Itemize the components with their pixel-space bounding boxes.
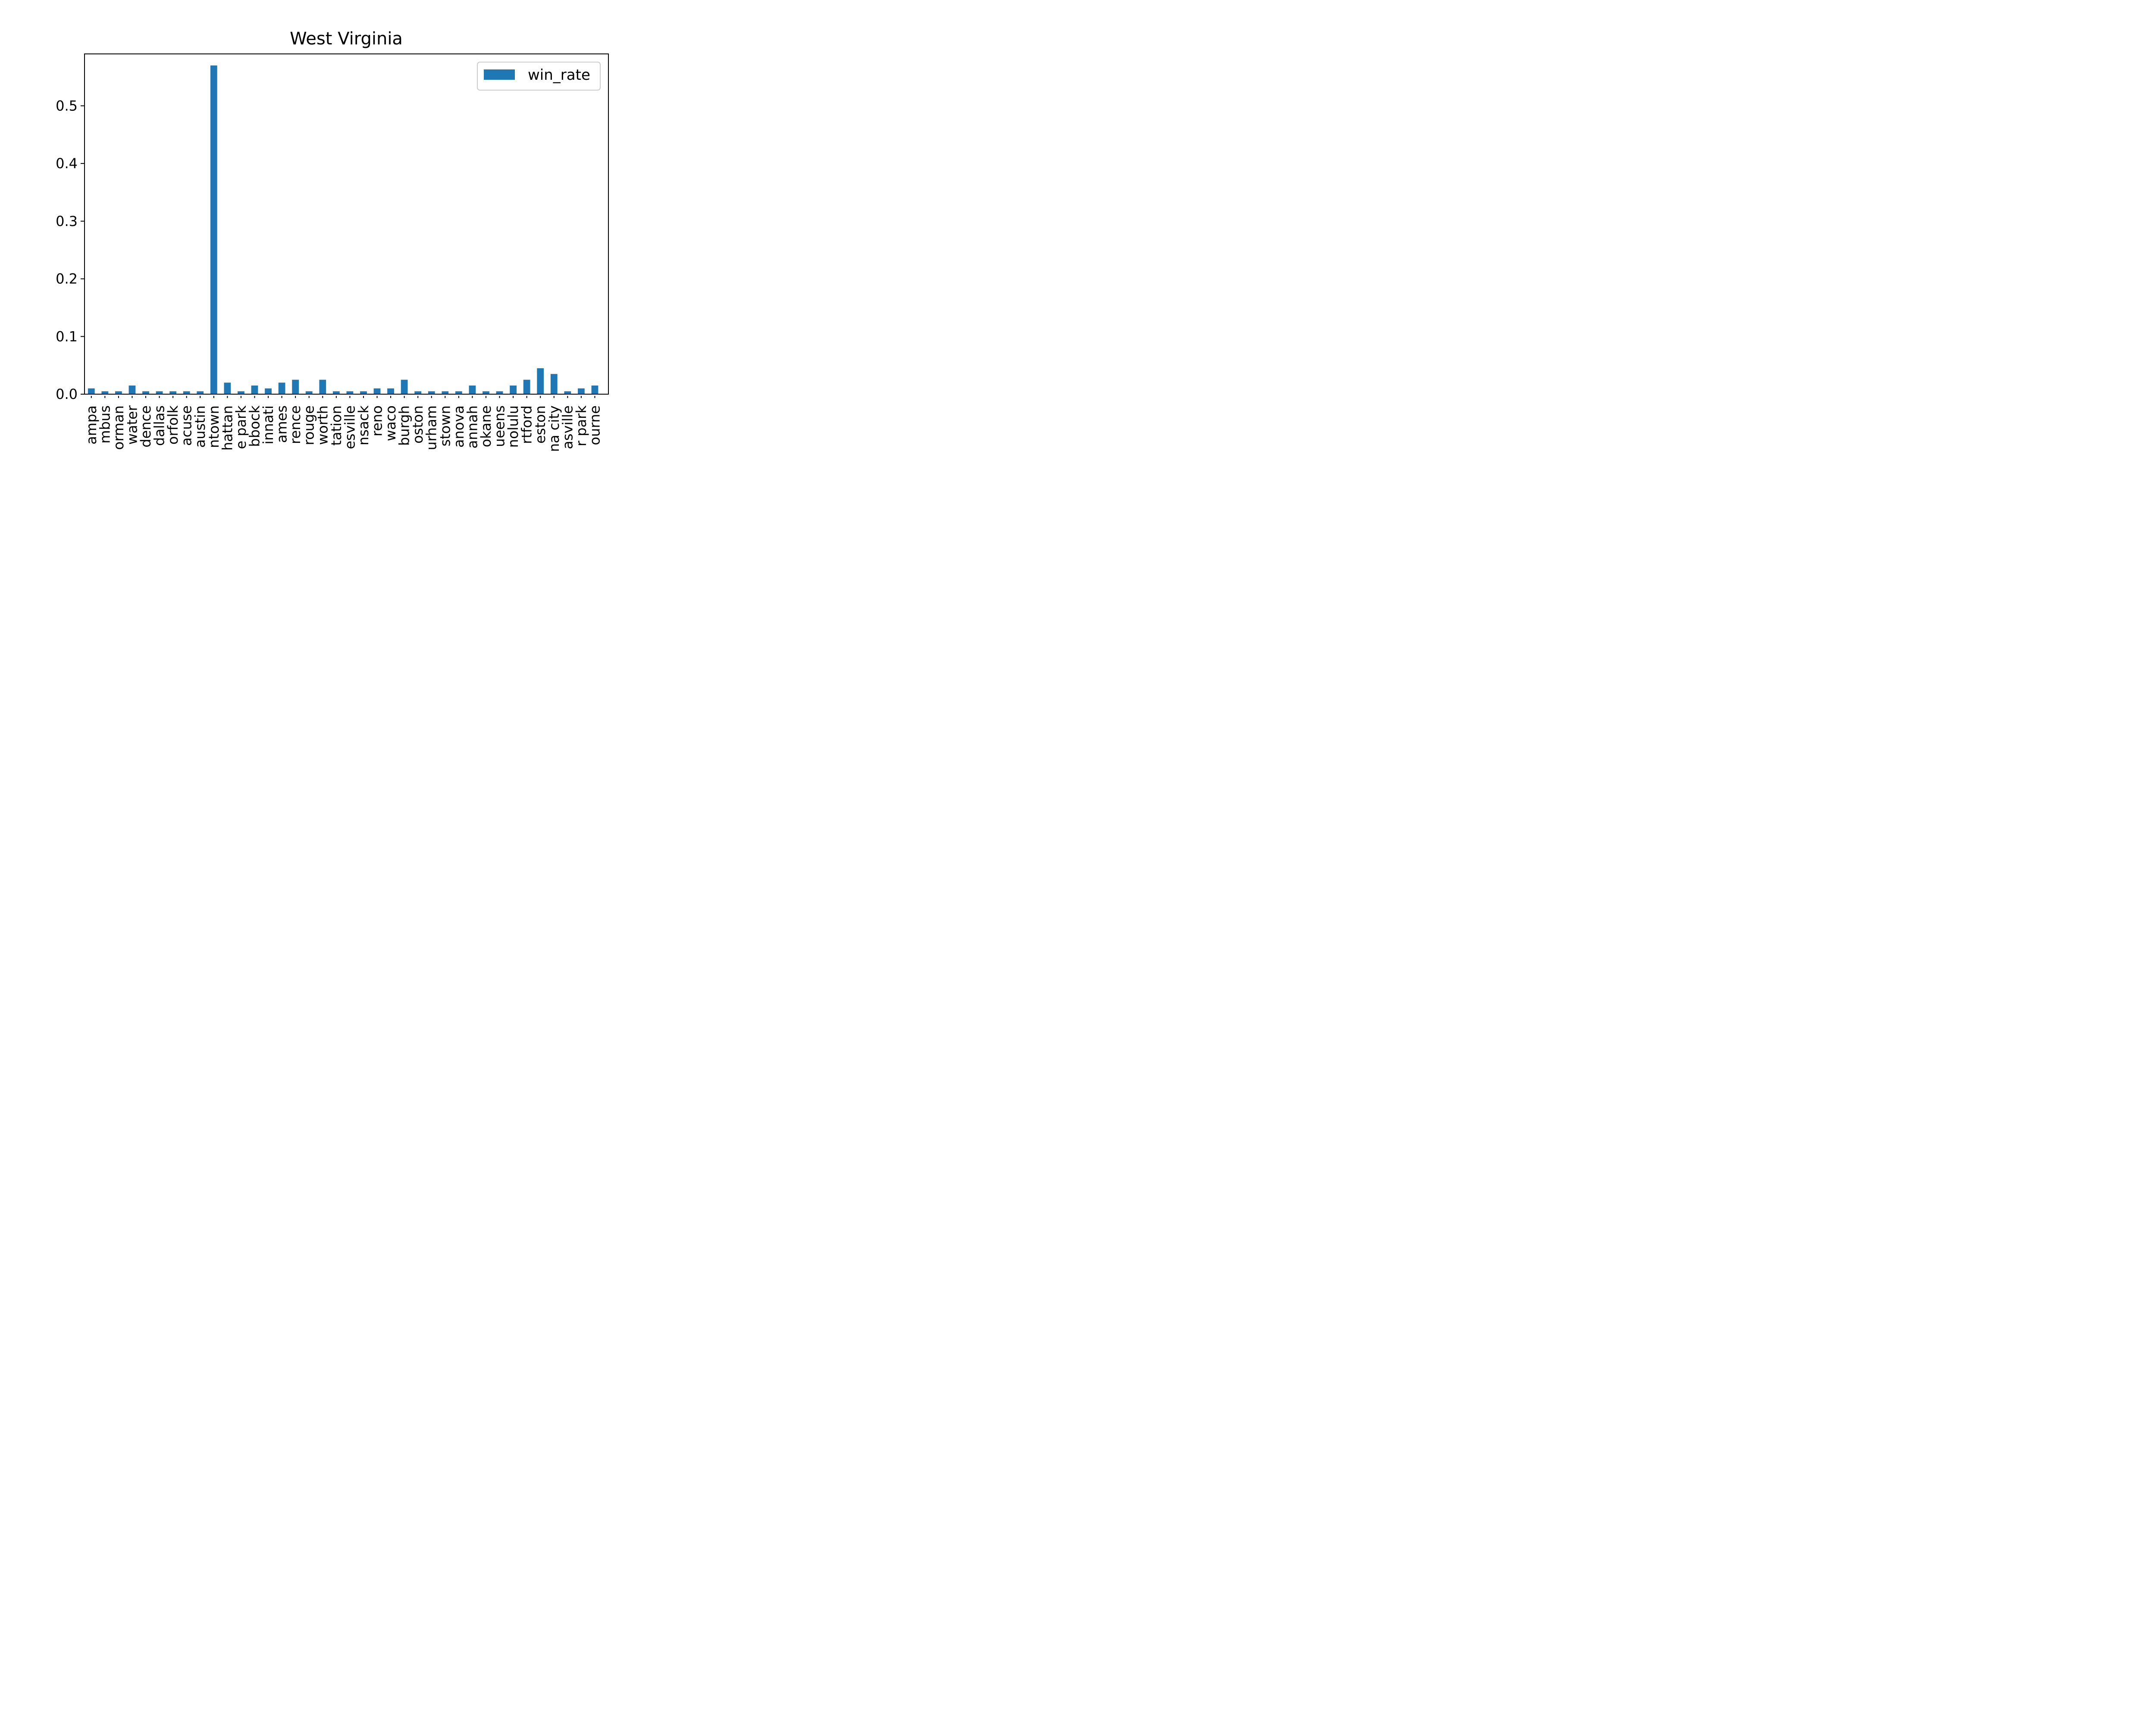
x-tick-label: anova (451, 405, 467, 448)
y-tick-label: 0.3 (56, 213, 78, 229)
bar (319, 380, 326, 394)
bar (537, 368, 544, 394)
bar (278, 383, 285, 394)
chart-title: West Virginia (290, 29, 403, 49)
legend-swatch (484, 69, 515, 80)
chart-container: West Virginia 0.0 0.1 0.2 0.3 0.4 0.5 ampa mbu… (0, 0, 667, 451)
x-tick-label: oston (410, 405, 426, 444)
legend-box (477, 62, 601, 91)
bar (401, 380, 408, 394)
bar (414, 391, 422, 394)
bar (550, 374, 558, 394)
bar (251, 385, 258, 394)
x-tick-label: burgh (396, 405, 413, 446)
x-tick-label: reno (369, 405, 385, 436)
bar (428, 391, 435, 394)
x-tick-label: nolulu (505, 405, 521, 448)
bar (510, 385, 517, 394)
bar (577, 388, 585, 394)
y-tick-label: 0.0 (56, 386, 78, 402)
x-tick-label: water (124, 405, 140, 445)
bar (373, 388, 381, 394)
y-tick-label: 0.2 (56, 271, 78, 287)
x-axis: ampambusormanwaterdencedallasorfolkacuse… (83, 396, 603, 451)
x-tick-label: asville (559, 405, 576, 449)
x-tick-label: urham (423, 405, 440, 450)
bars-group (88, 65, 599, 395)
x-tick-label: rence (287, 405, 304, 444)
x-tick-label: rouge (301, 405, 317, 445)
x-tick-label: annah (464, 405, 480, 448)
x-tick-label: na city (546, 405, 562, 451)
bar (292, 380, 299, 394)
x-tick-label: mbus (97, 405, 113, 443)
x-tick-label: dence (138, 405, 154, 448)
bar (210, 65, 217, 395)
bar (483, 391, 489, 394)
bar (496, 391, 503, 394)
bar (183, 391, 190, 394)
x-tick-label: bbock (246, 405, 263, 447)
x-tick-label: ames (274, 405, 290, 443)
bar (142, 391, 149, 394)
x-tick-label: ourne (586, 405, 603, 445)
x-tick-label: acuse (179, 405, 195, 446)
x-tick-label: orman (110, 405, 127, 450)
x-tick-label: waco (382, 405, 399, 441)
y-tick-label: 0.5 (56, 97, 78, 114)
x-tick-label: nsack (355, 405, 372, 445)
x-tick-label: stown (437, 405, 453, 446)
bar (455, 391, 462, 394)
bar-chart: West Virginia 0.0 0.1 0.2 0.3 0.4 0.5 ampambu… (56, 29, 609, 451)
legend: win_rate (477, 62, 601, 91)
bar (564, 391, 571, 394)
x-tick-label: austin (192, 405, 208, 448)
x-tick-label: r park (573, 405, 589, 446)
bar (332, 391, 340, 394)
x-tick-label: worth (314, 405, 331, 445)
legend-label: win_rate (528, 66, 590, 84)
bar (238, 391, 244, 394)
x-tick-label: ampa (83, 405, 100, 445)
bar (360, 391, 367, 394)
x-tick-label: tation (328, 405, 345, 445)
x-tick-label: dallas (151, 405, 168, 446)
plot-frame (84, 53, 609, 395)
bar (523, 380, 530, 394)
bar (346, 391, 354, 394)
x-tick-label: orfolk (165, 405, 181, 445)
x-tick-label: e park (233, 405, 249, 449)
y-tick-label: 0.4 (56, 155, 78, 172)
bar (387, 388, 394, 394)
bar (88, 388, 95, 394)
x-tick-label: ntown (206, 405, 222, 448)
x-tick-label: okane (478, 405, 494, 447)
bar (224, 383, 231, 394)
y-axis: 0.0 0.1 0.2 0.3 0.4 0.5 (56, 97, 85, 402)
y-tick-label: 0.1 (56, 328, 78, 345)
x-tick-label: eston (532, 405, 548, 444)
bar (101, 391, 109, 394)
bar (591, 385, 599, 394)
x-tick-label: hattan (219, 405, 235, 451)
x-tick-label: ueens (492, 405, 508, 447)
bar (156, 391, 163, 394)
x-tick-label: innati (260, 405, 276, 445)
bar (128, 385, 136, 394)
x-tick-label: esville (342, 405, 358, 449)
bar (115, 391, 122, 394)
x-tick-label: rtford (519, 405, 535, 444)
bar (469, 385, 476, 394)
bar (442, 391, 449, 394)
bar (305, 391, 313, 394)
bar (169, 391, 177, 394)
bar (197, 391, 204, 394)
bar (265, 388, 272, 394)
